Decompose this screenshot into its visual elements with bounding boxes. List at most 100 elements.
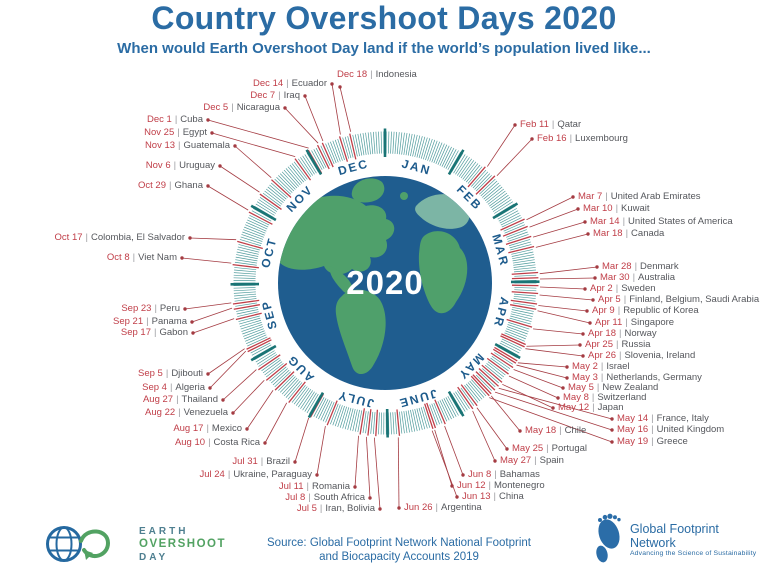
entry-countries: Finland, Belgium, Saudi Arabia xyxy=(629,294,760,305)
overshoot-entry: Nov 6 | Uruguay xyxy=(146,161,215,171)
entry-separator: | xyxy=(551,119,555,130)
entry-separator: | xyxy=(494,469,497,480)
entry-countries: Gabon xyxy=(159,327,188,338)
gfn-tagline: Advancing the Science of Sustainability xyxy=(629,549,757,557)
page-subtitle: When would Earth Overshoot Day land if t… xyxy=(117,40,651,57)
month-label: APR xyxy=(491,296,512,330)
eod-logo-line2: OVERSHOOT xyxy=(139,537,226,550)
entry-separator: | xyxy=(617,305,621,316)
entry-separator: | xyxy=(605,191,608,202)
entry-countries: France, Italy xyxy=(656,413,709,424)
entry-date: Feb 16 xyxy=(537,133,567,144)
entry-date: Dec 7 xyxy=(250,90,276,101)
entry-separator: | xyxy=(569,133,573,144)
overshoot-entry: Apr 9 | Republic of Korea xyxy=(592,306,699,316)
island xyxy=(400,192,408,200)
entry-date: Apr 11 xyxy=(595,317,623,328)
overshoot-entry: Mar 18 | Canada xyxy=(593,229,664,239)
entry-separator: | xyxy=(178,140,181,151)
overshoot-entry: Sep 17 | Gabon xyxy=(121,328,188,338)
overshoot-entry: Nov 13 | Guatemala xyxy=(145,141,230,151)
continent-north-america xyxy=(278,195,395,275)
entry-separator: | xyxy=(278,90,281,101)
entry-separator: | xyxy=(165,368,169,379)
entry-countries: Argentina xyxy=(441,502,482,513)
entry-date: Sep 21 xyxy=(113,316,144,327)
entry-countries: Mexico xyxy=(211,423,242,434)
entry-date: May 3 xyxy=(572,372,598,383)
overshoot-entry: Dec 7 | Iraq xyxy=(250,91,300,101)
entry-separator: | xyxy=(625,228,629,239)
entry-separator: | xyxy=(615,203,619,214)
entry-countries: New Zealand xyxy=(602,382,659,393)
entry-date: Nov 6 xyxy=(145,160,171,171)
overshoot-entry: Mar 7 | United Arab Emirates xyxy=(578,192,701,202)
overshoot-entry: Aug 10 | Costa Rica xyxy=(175,438,260,448)
entry-separator: | xyxy=(634,261,638,272)
source-line2: and Biocapacity Accounts 2019 xyxy=(319,551,479,563)
overshoot-entry: Apr 25 | Russia xyxy=(585,340,651,350)
entry-date: May 5 xyxy=(568,382,594,393)
overshoot-entry: Aug 22 | Venezuela xyxy=(145,408,228,418)
entry-date: Feb 11 xyxy=(520,119,549,130)
overshoot-entry: Feb 16 | Luxembourg xyxy=(537,134,628,144)
overshoot-entry: Aug 27 | Thailand xyxy=(143,395,218,405)
entry-countries: United Arab Emirates xyxy=(610,191,701,202)
entry-separator: | xyxy=(493,491,496,502)
entry-date: Jun 12 xyxy=(457,480,486,491)
entry-date: May 12 xyxy=(558,402,590,413)
overshoot-entry: Nov 25 | Egypt xyxy=(144,128,207,138)
overshoot-entry: Jul 24 | Ukraine, Paraguay xyxy=(199,470,312,480)
entry-countries: Guatemala xyxy=(183,140,230,151)
entry-date: May 27 xyxy=(500,455,532,466)
entry-separator: | xyxy=(208,437,211,448)
gfn-name: Global Footprint Network xyxy=(629,521,719,550)
overshoot-entry: Sep 5 | Djibouti xyxy=(138,369,203,379)
entry-countries: Viet Nam xyxy=(138,252,177,263)
entry-separator: | xyxy=(206,423,209,434)
overshoot-entry: May 3 | Netherlands, Germany xyxy=(572,373,702,383)
entry-separator: | xyxy=(622,216,626,227)
month-label: OCT xyxy=(258,236,280,270)
entry-separator: | xyxy=(227,469,231,480)
entry-separator: | xyxy=(370,69,373,80)
entry-countries: Qatar xyxy=(557,119,582,130)
entry-countries: Iraq xyxy=(283,90,300,101)
entry-date: Sep 4 xyxy=(142,382,167,393)
entry-date: Aug 17 xyxy=(173,423,204,434)
entry-date: Jun 26 xyxy=(404,502,433,513)
entry-date: Mar 18 xyxy=(593,228,623,239)
entry-date: Apr 5 xyxy=(598,294,621,305)
entry-countries: Norway xyxy=(624,328,657,339)
overshoot-entry: Mar 14 | United States of America xyxy=(590,217,733,227)
entry-countries: Spain xyxy=(539,455,564,466)
entry-countries: Cuba xyxy=(180,114,203,125)
entry-date: May 8 xyxy=(563,392,589,403)
entry-separator: | xyxy=(619,328,622,339)
entry-date: May 2 xyxy=(572,361,598,372)
overshoot-entry: May 18 | Chile xyxy=(525,426,586,436)
entry-date: Aug 10 xyxy=(174,437,206,448)
overshoot-entry: Mar 30 | Australia xyxy=(600,273,675,283)
month-label: SEP xyxy=(259,298,280,331)
entry-countries: Greece xyxy=(656,436,688,447)
overshoot-entry: Mar 10 | Kuwait xyxy=(583,204,650,214)
entry-date: Apr 26 xyxy=(588,350,616,361)
entry-countries: Bahamas xyxy=(499,469,540,480)
entry-date: Mar 14 xyxy=(590,216,620,227)
entry-separator: | xyxy=(651,424,654,435)
month-label: DEC xyxy=(336,156,370,178)
entry-countries: Iran, Bolivia xyxy=(325,503,375,514)
entry-date: Dec 1 xyxy=(146,114,172,125)
entry-date: Jul 11 xyxy=(278,481,304,492)
entry-separator: | xyxy=(591,392,595,403)
entry-countries: Canada xyxy=(631,228,665,239)
entry-countries: Luxembourg xyxy=(575,133,628,144)
continent-greenland xyxy=(351,178,385,203)
overshoot-entry: Jul 11 | Romania xyxy=(279,482,350,492)
entry-date: Oct 8 xyxy=(106,252,130,263)
entry-date: Mar 30 xyxy=(600,272,630,283)
overshoot-entry: Sep 4 | Algeria xyxy=(142,383,205,393)
entry-separator: | xyxy=(534,455,537,466)
